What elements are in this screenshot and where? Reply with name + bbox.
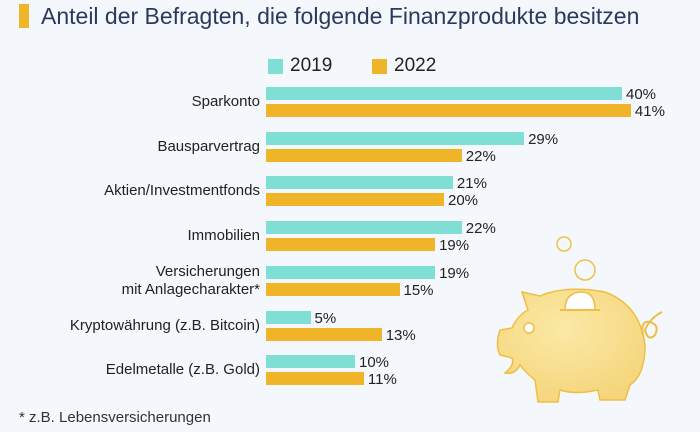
value-label-2022: 19% bbox=[439, 237, 470, 255]
value-label-2022: 11% bbox=[367, 371, 397, 389]
title-accent bbox=[19, 4, 29, 28]
legend-label-2019: 2019 bbox=[290, 55, 333, 76]
value-label-2019: 5% bbox=[314, 309, 337, 327]
bar-2019 bbox=[266, 176, 453, 190]
value-label-2022: 41% bbox=[634, 103, 665, 120]
bar-2022 bbox=[266, 327, 382, 341]
footnote: * z.B. Lebensversicherungen bbox=[19, 409, 211, 426]
bar-2019 bbox=[266, 131, 525, 145]
category-label: Aktien/Investmentfonds bbox=[104, 182, 260, 200]
legend-label-2022: 2022 bbox=[394, 55, 437, 76]
value-label-2019: 22% bbox=[465, 220, 496, 238]
bar-2019 bbox=[266, 310, 311, 324]
bar-2022 bbox=[266, 372, 364, 386]
bar-2022 bbox=[266, 148, 462, 162]
legend-swatch-2022 bbox=[372, 59, 387, 74]
bar-2019 bbox=[266, 87, 622, 100]
category-label: Edelmetalle (z.B. Gold) bbox=[105, 361, 260, 379]
value-label-2019: 29% bbox=[528, 130, 559, 148]
category-label: Sparkonto bbox=[191, 93, 260, 110]
bar-2022 bbox=[266, 238, 436, 252]
value-label-2019: 40% bbox=[626, 86, 657, 103]
bar-2022 bbox=[266, 282, 400, 296]
bar-2019 bbox=[266, 355, 355, 369]
value-label-2022: 13% bbox=[385, 326, 416, 344]
value-label-2022: 15% bbox=[403, 281, 434, 299]
value-label-2019: 21% bbox=[456, 175, 487, 193]
bar-2022 bbox=[266, 104, 631, 117]
category-label: Kryptowährung (z.B. Bitcoin) bbox=[69, 316, 260, 334]
category-label: Bausparvertrag bbox=[157, 137, 260, 155]
chart-title: Anteil der Befragten, die folgende Finan… bbox=[41, 3, 640, 29]
value-label-2022: 22% bbox=[465, 147, 496, 165]
bar-2022 bbox=[266, 193, 444, 207]
piggy-bank-icon bbox=[496, 236, 663, 403]
value-label-2019: 10% bbox=[359, 354, 390, 372]
legend-swatch-2019 bbox=[268, 59, 283, 74]
category-label: Versicherungen mit Anlagecharakter* bbox=[121, 262, 260, 298]
bar-2019 bbox=[266, 265, 436, 279]
category-label: Immobilien bbox=[187, 227, 260, 245]
bar-2019 bbox=[266, 221, 462, 235]
value-label-2022: 20% bbox=[448, 192, 479, 210]
value-label-2019: 19% bbox=[439, 264, 470, 282]
